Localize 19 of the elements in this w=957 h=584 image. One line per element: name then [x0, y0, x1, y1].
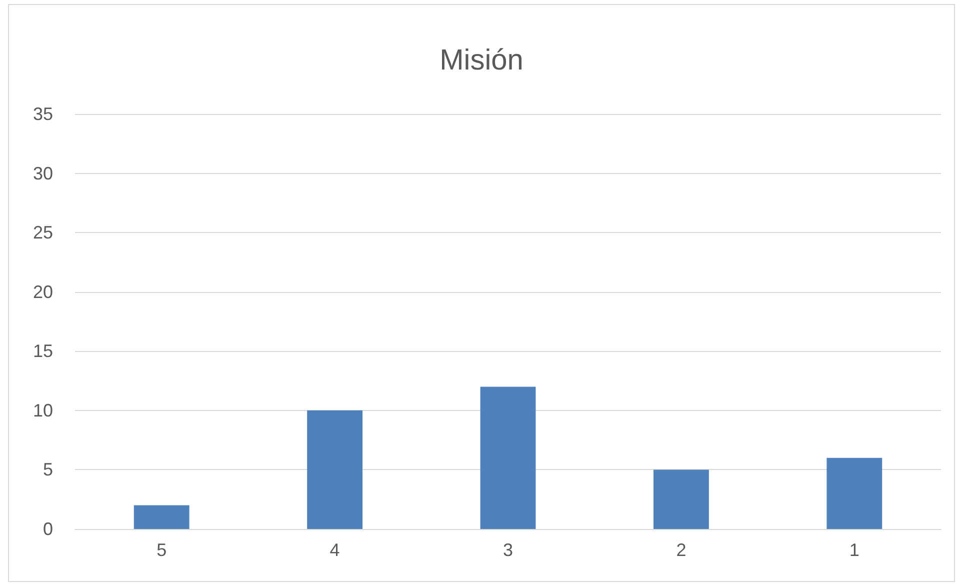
y-tick-label: 20: [32, 282, 53, 302]
y-tick-label: 5: [42, 460, 53, 480]
bar: [826, 458, 882, 529]
y-tick-label: 35: [32, 104, 53, 124]
x-tick-label: 2: [676, 540, 686, 560]
bar: [134, 505, 190, 529]
x-tick-label: 5: [156, 540, 167, 560]
x-tick-label: 1: [849, 540, 860, 560]
y-tick-label: 30: [32, 163, 53, 184]
chart-title: Misión: [440, 44, 524, 76]
bar: [307, 410, 363, 529]
x-tick-label: 3: [502, 540, 514, 560]
y-tick-label: 10: [32, 400, 53, 420]
x-tick-label: 4: [330, 540, 340, 560]
bar: [480, 386, 536, 529]
bar: [653, 470, 709, 529]
y-tick-label: 15: [32, 341, 53, 362]
y-tick-label: 25: [32, 222, 53, 243]
y-tick-label: 0: [42, 519, 53, 539]
